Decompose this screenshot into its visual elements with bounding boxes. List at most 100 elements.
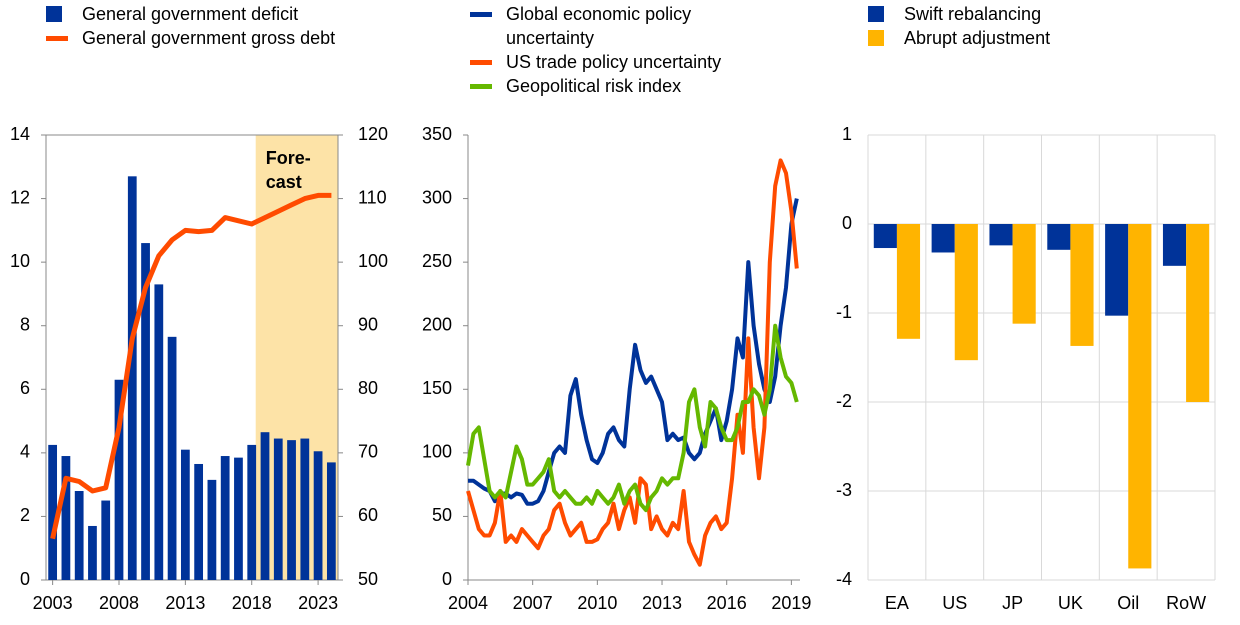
y-tick-label: 150 bbox=[422, 378, 452, 398]
bar bbox=[954, 224, 978, 361]
bar bbox=[88, 525, 97, 580]
legend-label: Abrupt adjustment bbox=[904, 28, 1051, 48]
y2-tick-label: 50 bbox=[358, 569, 378, 589]
x-tick-label: 2019 bbox=[771, 593, 811, 613]
line bbox=[468, 198, 799, 506]
annotation: Fore- bbox=[266, 148, 311, 168]
y-tick-label: 250 bbox=[422, 251, 452, 271]
y2-tick-label: 120 bbox=[358, 124, 388, 144]
legend-item: General government deficit bbox=[46, 2, 366, 26]
legend-item: Abrupt adjustment bbox=[868, 26, 1168, 50]
y2-tick-label: 100 bbox=[358, 251, 388, 271]
bar bbox=[207, 479, 217, 580]
legend-label: Geopolitical risk index bbox=[506, 76, 682, 96]
legend-item: Global economic policy uncertainty bbox=[470, 2, 725, 50]
bar bbox=[1047, 224, 1071, 250]
bar bbox=[1186, 224, 1210, 402]
legend-label: Global economic policy uncertainty bbox=[506, 4, 692, 48]
bar bbox=[167, 336, 177, 580]
bar bbox=[260, 432, 270, 580]
bar bbox=[194, 463, 204, 580]
line bbox=[50, 192, 332, 540]
bar bbox=[896, 224, 921, 339]
x-tick-label: 2004 bbox=[448, 593, 488, 613]
y2-tick-label: 80 bbox=[358, 378, 378, 398]
x-tick-label: UK bbox=[1058, 593, 1083, 613]
legend-item: Swift rebalancing bbox=[868, 2, 1168, 26]
forecast-shade bbox=[255, 135, 338, 580]
x-tick-label: RoW bbox=[1166, 593, 1206, 613]
x-tick-label: JP bbox=[1002, 593, 1023, 613]
y-tick-label: -4 bbox=[836, 569, 852, 589]
legend-item: US trade policy uncertainty bbox=[470, 50, 725, 74]
bar bbox=[141, 243, 150, 581]
legend-label: US trade policy uncertainty bbox=[506, 52, 722, 72]
legend-swatch bbox=[470, 12, 492, 17]
y-tick-label: -1 bbox=[836, 302, 852, 322]
legend-swatch bbox=[868, 6, 884, 22]
bar bbox=[326, 462, 336, 580]
y-tick-label: 0 bbox=[442, 569, 452, 589]
line bbox=[466, 323, 799, 513]
bar bbox=[873, 224, 897, 249]
x-tick-label: 2018 bbox=[232, 593, 272, 613]
bar bbox=[1128, 224, 1152, 569]
bar bbox=[74, 491, 84, 580]
bar bbox=[154, 284, 164, 580]
y-tick-label: -3 bbox=[836, 480, 852, 500]
bar bbox=[1162, 224, 1187, 266]
panel: Fore-cast 0 2 4 6 8 10 12 14 50 60 70 80 90 100 110 120 2… bbox=[10, 124, 388, 613]
y2-tick-label: 60 bbox=[358, 505, 378, 525]
x-tick-label: Oil bbox=[1117, 593, 1139, 613]
y-tick-label: 4 bbox=[20, 442, 30, 462]
x-tick-label: US bbox=[942, 593, 967, 613]
legend-swatch bbox=[868, 30, 884, 46]
bar bbox=[1070, 224, 1094, 346]
bar bbox=[114, 379, 124, 580]
y-tick-label: 50 bbox=[432, 505, 452, 525]
y-tick-label: -2 bbox=[836, 391, 852, 411]
bar bbox=[313, 451, 323, 580]
bar bbox=[180, 449, 190, 580]
x-tick-label: 2010 bbox=[577, 593, 617, 613]
annotation: cast bbox=[266, 172, 302, 192]
x-tick-label: 2007 bbox=[513, 593, 553, 613]
legend-label: General government gross debt bbox=[82, 28, 336, 48]
bar bbox=[287, 440, 296, 580]
bar bbox=[300, 438, 310, 580]
panel: -4 -3 -2 -1 0 1 EA US JP UK Oil RoW bbox=[836, 124, 1216, 613]
y-tick-label: 1 bbox=[842, 124, 852, 144]
y-tick-label: 200 bbox=[422, 314, 452, 334]
x-tick-label: EA bbox=[885, 593, 909, 613]
y-tick-label: 350 bbox=[422, 124, 452, 144]
bar bbox=[273, 438, 283, 580]
y-tick-label: 14 bbox=[10, 124, 30, 144]
y-tick-label: 12 bbox=[10, 187, 30, 207]
bar bbox=[931, 224, 955, 253]
bar bbox=[220, 456, 230, 580]
bar bbox=[989, 224, 1013, 246]
bar bbox=[127, 176, 137, 581]
panel: 0 50 100 150 200 250 300 350 2004 2007 2010 2013 201… bbox=[422, 124, 811, 613]
legend-swatch bbox=[46, 6, 62, 22]
legend-swatch bbox=[470, 84, 492, 89]
x-tick-label: 2013 bbox=[642, 593, 682, 613]
bar bbox=[247, 444, 257, 580]
y2-tick-label: 110 bbox=[358, 187, 387, 207]
y-tick-label: 6 bbox=[20, 378, 30, 398]
x-tick-label: 2023 bbox=[298, 593, 338, 613]
bar bbox=[48, 444, 58, 580]
bar bbox=[234, 457, 243, 580]
legend-item: Geopolitical risk index bbox=[470, 74, 725, 98]
x-tick-label: 2003 bbox=[33, 593, 73, 613]
legend-item: General government gross debt bbox=[46, 26, 366, 50]
y-tick-label: 0 bbox=[842, 213, 852, 233]
bar bbox=[1105, 224, 1129, 316]
x-tick-label: 2013 bbox=[165, 593, 205, 613]
y-tick-label: 8 bbox=[20, 314, 30, 334]
line bbox=[466, 158, 799, 567]
legend: General government deficit General govern… bbox=[46, 2, 366, 50]
legend: Global economic policy uncertainty US tra… bbox=[470, 2, 725, 98]
